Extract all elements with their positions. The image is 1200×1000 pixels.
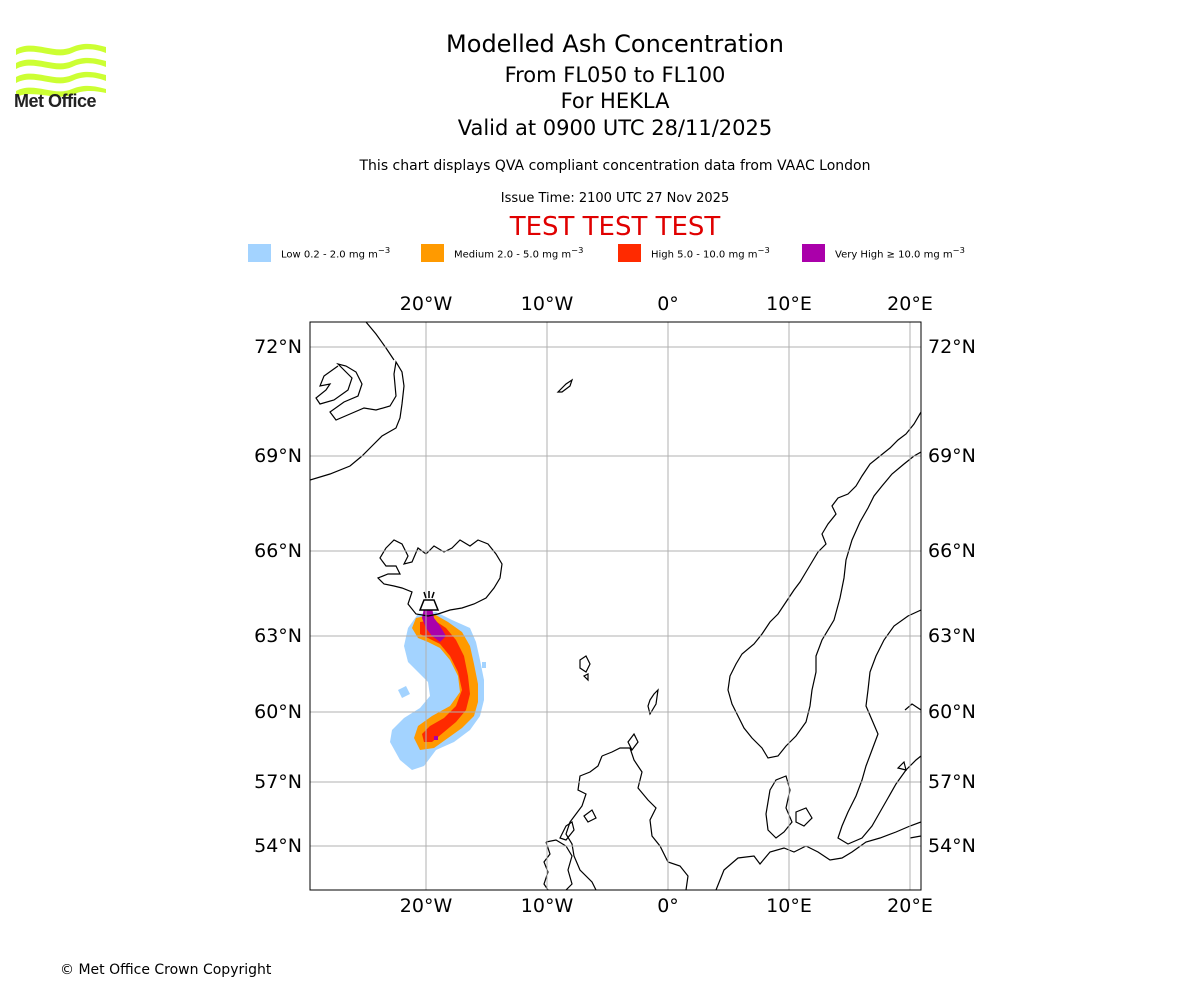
faroe-coast — [579, 655, 591, 682]
hebrides-coast — [559, 809, 597, 841]
europe-coast — [715, 821, 921, 890]
lat-label-right: 63°N — [928, 625, 976, 647]
lon-label-top: 10°W — [521, 293, 574, 315]
jan-mayen-coast — [556, 378, 574, 393]
ash-medium-region — [412, 614, 478, 750]
lat-label-right: 54°N — [928, 835, 976, 857]
shetland-coast — [647, 688, 659, 716]
lat-label-left: 57°N — [254, 771, 302, 793]
lat-label-left: 54°N — [254, 835, 302, 857]
lat-label-right: 60°N — [928, 701, 976, 723]
norway-coast — [727, 411, 921, 759]
lon-label-top: 20°W — [400, 293, 453, 315]
sweden-coast — [837, 609, 921, 845]
ireland-coast — [543, 839, 573, 890]
legend-very-high-swatch — [802, 244, 825, 262]
lat-label-right: 69°N — [928, 445, 976, 467]
lon-label-bottom: 20°E — [887, 895, 933, 917]
ash-low-specks — [398, 662, 486, 698]
legend-medium-swatch — [421, 244, 444, 262]
britain-coast — [565, 732, 689, 890]
lon-label-top: 20°E — [887, 293, 933, 315]
valid-time: Valid at 0900 UTC 28/11/2025 — [457, 116, 773, 140]
lat-label-left: 72°N — [254, 336, 302, 358]
issue-time: Issue Time: 2100 UTC 27 Nov 2025 — [500, 191, 730, 206]
legend-very-high: Very High ≥ 10.0 mg m−3 — [802, 244, 965, 262]
coastlines — [310, 322, 921, 890]
lon-label-top: 10°E — [766, 293, 812, 315]
lon-label-bottom: 20°W — [400, 895, 453, 917]
chart-title: Modelled Ash Concentration — [446, 30, 784, 58]
legend-very-high-label: Very High ≥ 10.0 mg m−3 — [835, 245, 965, 261]
denmark-coast — [765, 775, 813, 839]
iceland-coast — [376, 539, 503, 617]
finland-coast — [904, 703, 921, 711]
legend-medium-label: Medium 2.0 - 5.0 mg m−3 — [454, 245, 584, 261]
lat-label-right: 57°N — [928, 771, 976, 793]
legend-low-label: Low 0.2 - 2.0 mg m−3 — [281, 245, 391, 261]
copyright-notice: © Met Office Crown Copyright — [60, 962, 272, 978]
flight-levels: From FL050 to FL100 — [504, 63, 726, 87]
legend-high-swatch — [618, 244, 641, 262]
lat-label-left: 69°N — [254, 445, 302, 467]
volcano-icon — [418, 591, 440, 611]
lon-label-top: 0° — [657, 293, 679, 315]
baltic-islands-coast — [896, 760, 921, 839]
ash-very-high-speck — [434, 736, 438, 740]
volcano-name: For HEKLA — [560, 89, 670, 113]
lat-label-right: 72°N — [928, 336, 976, 358]
legend-low-swatch — [248, 244, 271, 262]
graticule — [310, 322, 921, 890]
lat-label-left: 66°N — [254, 540, 302, 562]
lat-label-left: 63°N — [254, 625, 302, 647]
lat-label-right: 66°N — [928, 540, 976, 562]
lon-label-bottom: 0° — [657, 895, 679, 917]
lat-label-left: 60°N — [254, 701, 302, 723]
map-frame — [309, 321, 922, 891]
legend-low: Low 0.2 - 2.0 mg m−3 — [248, 244, 390, 262]
legend-high: High 5.0 - 10.0 mg m−3 — [618, 244, 770, 262]
chart-description: This chart displays QVA compliant concen… — [359, 158, 871, 174]
lon-label-bottom: 10°E — [766, 895, 812, 917]
met-office-logo-icon — [16, 43, 106, 97]
test-banner: TEST TEST TEST — [509, 212, 721, 242]
greenland-coast — [310, 322, 405, 481]
legend-high-label: High 5.0 - 10.0 mg m−3 — [651, 245, 770, 261]
lon-label-bottom: 10°W — [521, 895, 574, 917]
legend-medium: Medium 2.0 - 5.0 mg m−3 — [421, 244, 583, 262]
met-office-wordmark: Met Office — [14, 91, 97, 111]
